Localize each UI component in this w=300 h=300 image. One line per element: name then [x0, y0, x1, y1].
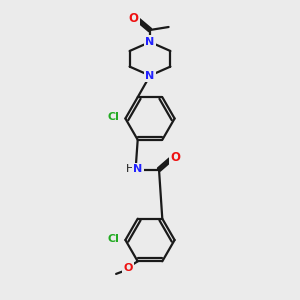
Text: N: N — [134, 164, 142, 175]
Text: O: O — [128, 11, 138, 25]
Text: N: N — [146, 70, 154, 81]
Text: N: N — [146, 37, 154, 47]
Text: O: O — [123, 263, 133, 273]
Text: Cl: Cl — [107, 233, 119, 244]
Text: H: H — [126, 164, 135, 175]
Text: O: O — [171, 151, 181, 164]
Text: Cl: Cl — [107, 112, 119, 122]
